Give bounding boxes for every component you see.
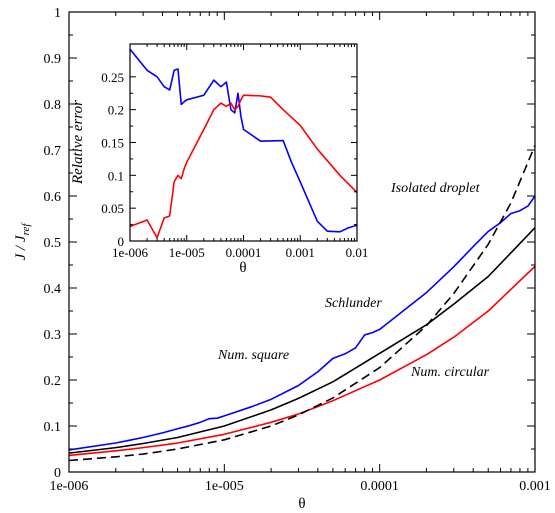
main-x-tick-label: 1e-006	[50, 479, 89, 494]
inset-x-axis-label: θ	[239, 260, 246, 276]
inset-y-tick-label: 0.15	[101, 136, 124, 151]
main-x-tick-label: 1e-005	[205, 479, 244, 494]
annotation-num-square: Num. square	[217, 348, 289, 363]
inset-y-tick-label: 0.25	[101, 70, 124, 85]
annotation-isolated-droplet: Isolated droplet	[390, 181, 481, 196]
main-series-line-0	[68, 195, 536, 451]
inset-y-tick-label: 0	[118, 234, 125, 249]
main-y-ticks: 0 0.1 0.2 0.3 0.4 0.5 0.6 0.7 0.8 0.9 1	[44, 6, 535, 481]
main-x-tick-label: 0.001	[519, 479, 551, 494]
main-y-tick-label: 0.5	[44, 236, 62, 251]
main-series-group	[68, 145, 536, 462]
inset-x-tick-label: 0.01	[346, 245, 369, 260]
main-y-tick-label: 0.4	[44, 282, 62, 297]
main-y-axis-label-sub: ref	[20, 222, 32, 236]
inset-series-line-1	[129, 94, 358, 239]
main-y-tick-label: 0.2	[44, 374, 62, 389]
inset-x-tick-label: 1e-005	[169, 245, 205, 260]
inset-y-tick-label: 0.1	[108, 168, 124, 183]
inset-x-tick-label: 1e-006	[112, 245, 149, 260]
main-y-tick-label: 0.8	[44, 98, 62, 113]
inset-series-line-0	[129, 48, 358, 233]
inset-y-tick-label: 0.2	[108, 103, 124, 118]
inset-x-tick-label: 0.001	[286, 245, 315, 260]
main-y-axis-label: J / Jref	[13, 222, 32, 261]
main-y-tick-label: 0.6	[44, 190, 62, 205]
annotation-schlunder: Schlunder	[325, 296, 382, 311]
main-y-axis-label-main: J / J	[13, 234, 29, 260]
main-x-tick-label: 0.0001	[360, 479, 399, 494]
inset-y-ticks: 0 0.05 0.1 0.15 0.2 0.25	[101, 70, 357, 249]
main-x-ticks: 1e-006 1e-005 0.0001 0.001	[50, 12, 551, 494]
main-y-tick-label: 0.7	[44, 144, 62, 159]
inset-y-tick-label: 0.05	[101, 201, 124, 216]
inset-plot-area	[130, 44, 357, 241]
main-y-tick-label: 0.1	[44, 420, 62, 435]
main-series-line-2	[68, 265, 536, 457]
main-x-axis-label: θ	[298, 496, 305, 512]
main-series-line-3	[68, 145, 536, 462]
inset-x-ticks: 1e-006 1e-005 0.0001 0.001 0.01	[112, 44, 368, 260]
main-y-tick-label: 0.3	[44, 328, 62, 343]
inset-x-tick-label: 0.0001	[226, 245, 262, 260]
inset-y-axis-label: Relative error	[70, 100, 86, 185]
inset-series-group	[129, 48, 358, 239]
main-series-line-1	[68, 227, 536, 454]
main-y-tick-label: 0.9	[44, 52, 62, 67]
main-y-tick-label: 0	[54, 466, 61, 481]
annotation-num-circular: Num. circular	[410, 365, 490, 380]
main-y-tick-label: 1	[54, 6, 61, 21]
inset-plot: 1e-006 1e-005 0.0001 0.001 0.01 0 0.05 0.1 0.15…	[70, 43, 368, 276]
